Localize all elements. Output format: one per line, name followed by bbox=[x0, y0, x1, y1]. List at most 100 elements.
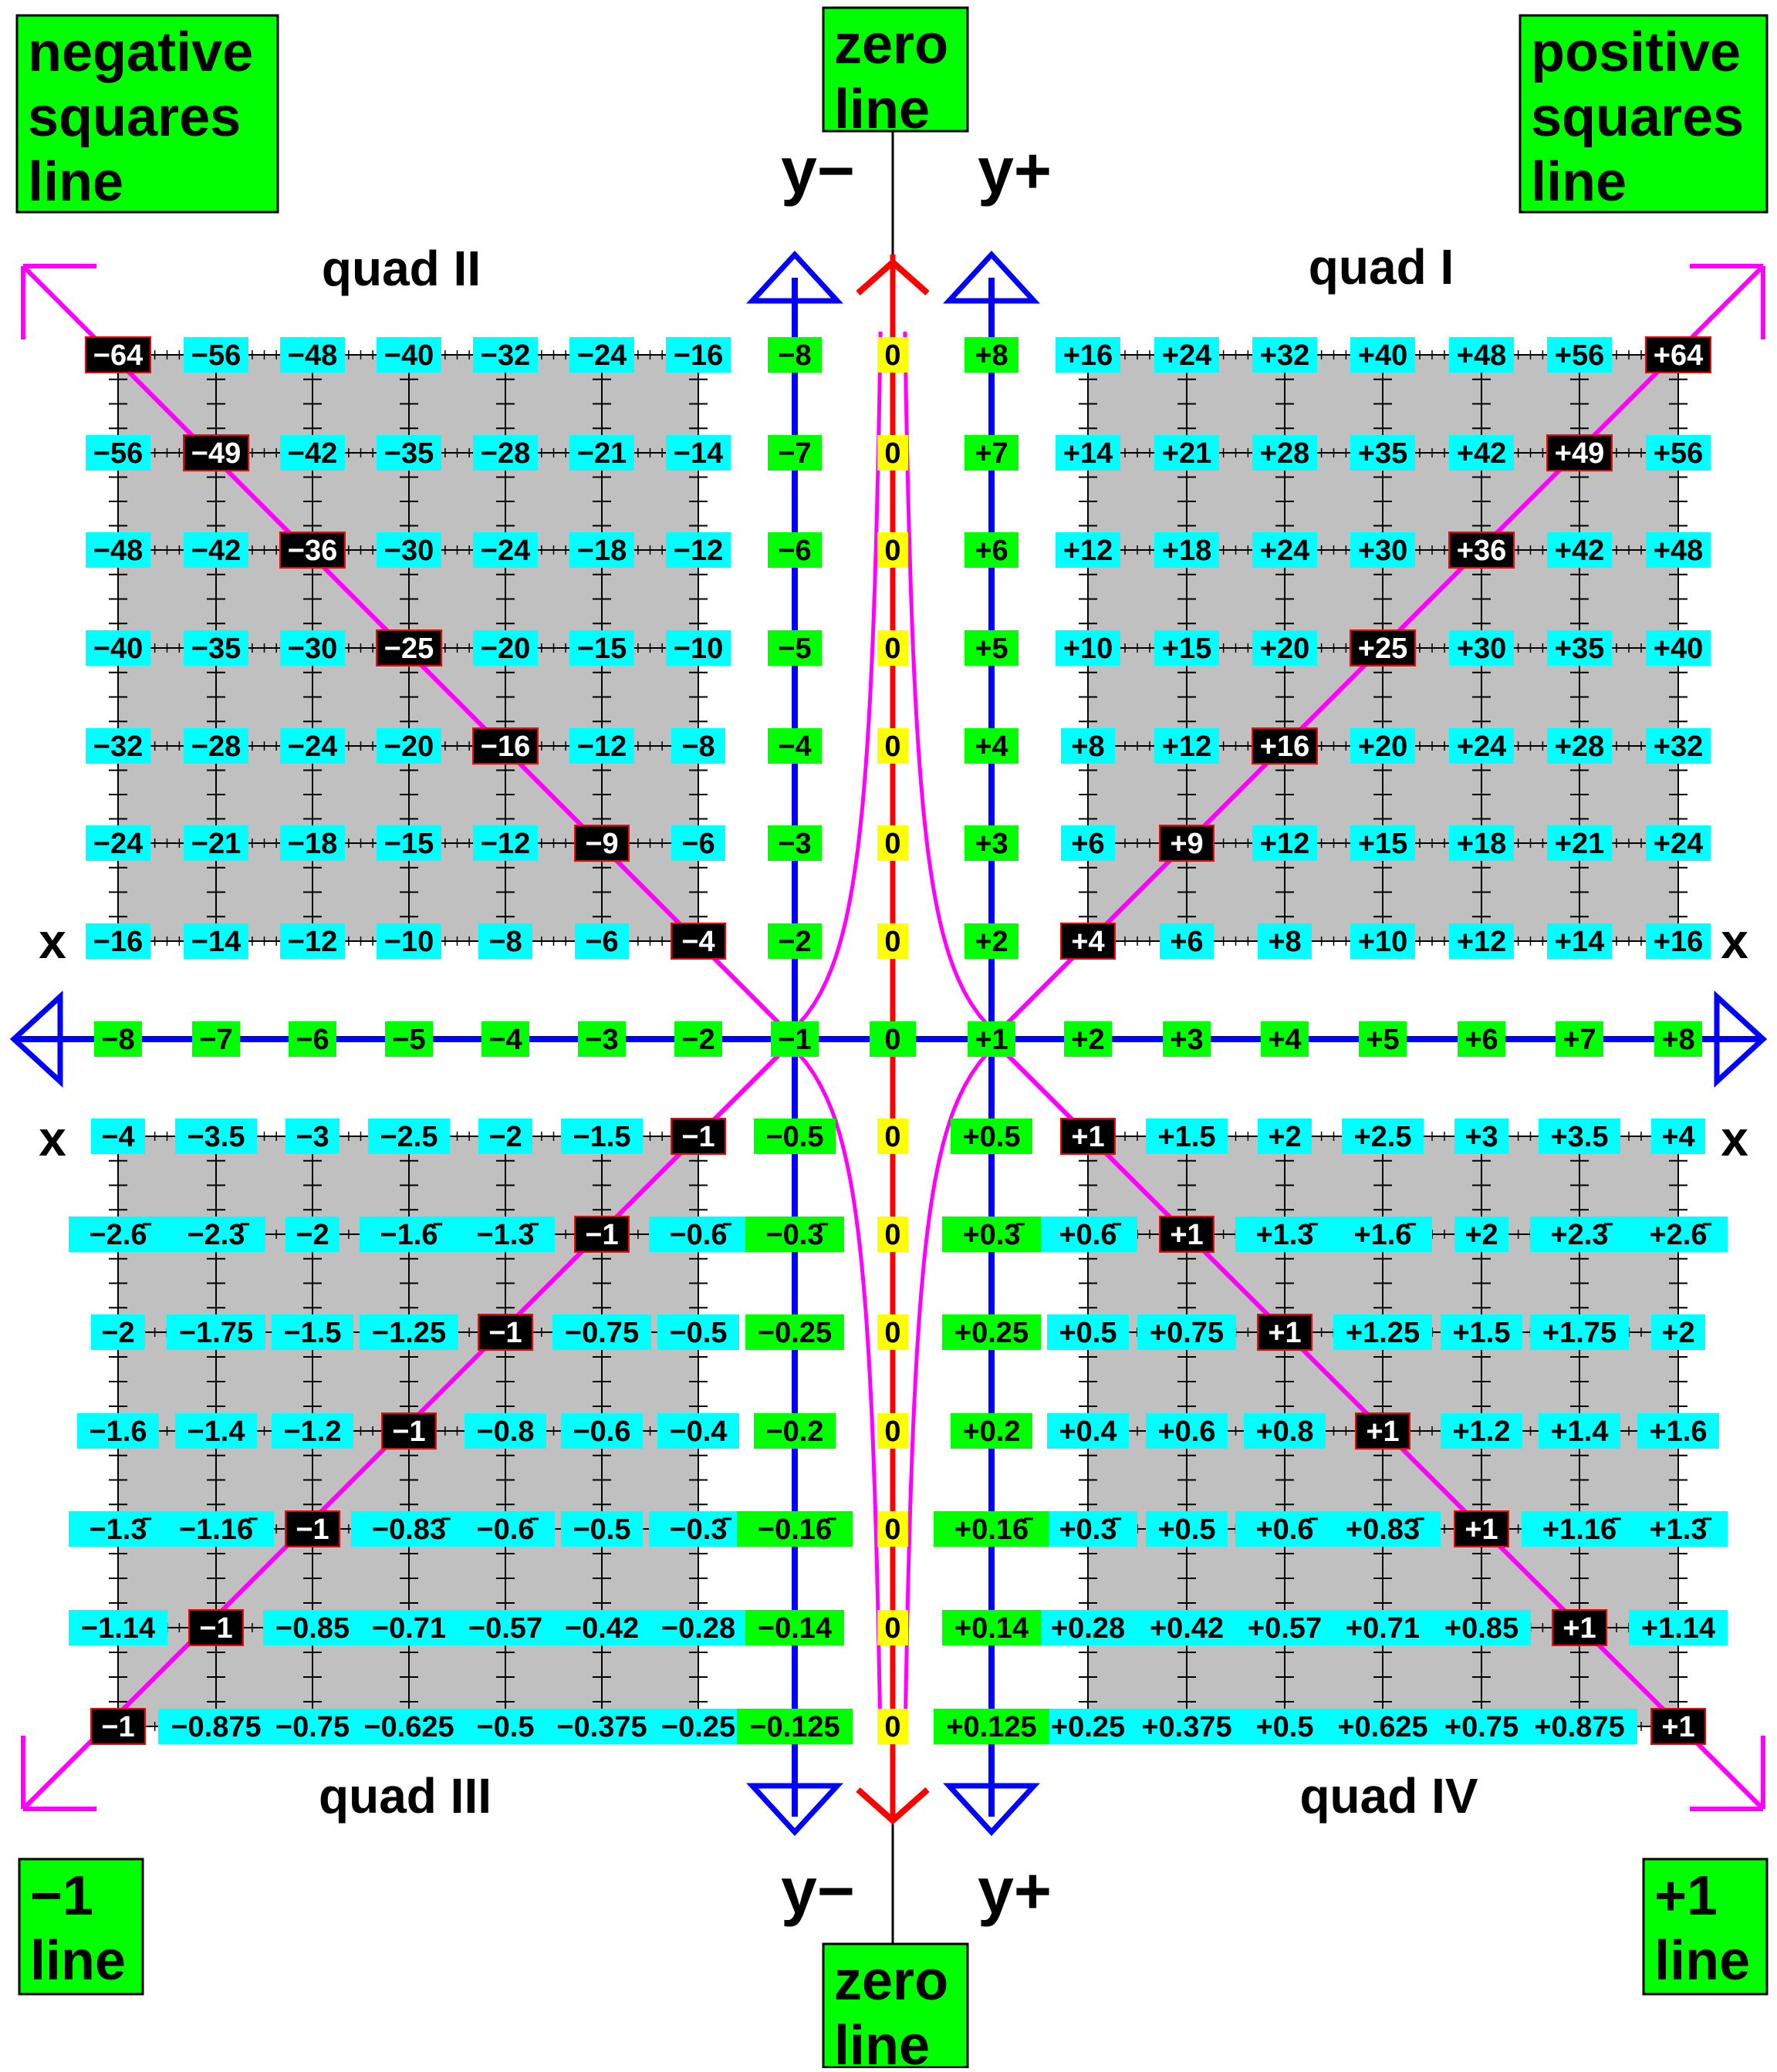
label-text: +14 bbox=[1063, 437, 1113, 470]
label-text: −24 bbox=[481, 535, 530, 567]
quad1-cell: +30 bbox=[1449, 630, 1514, 666]
label-text: −35 bbox=[384, 437, 434, 470]
quad2-cell: −6 bbox=[575, 923, 629, 959]
quad2-cell: −12 bbox=[473, 825, 538, 861]
label-text: +6 bbox=[1170, 926, 1203, 958]
label-text: −15 bbox=[577, 633, 627, 665]
x-axis-label: −8 bbox=[94, 1021, 142, 1057]
quad3-cell: −1.14 bbox=[69, 1610, 167, 1645]
label-text: +56 bbox=[1555, 339, 1604, 372]
quad3-cell: −0.875 bbox=[158, 1709, 274, 1744]
quad2-cell: −20 bbox=[377, 728, 441, 764]
quad3-cell: −0.71 bbox=[360, 1610, 458, 1645]
label-text: +15 bbox=[1358, 828, 1407, 860]
quad1-cell: +6 bbox=[1160, 923, 1214, 959]
box-text: line bbox=[1531, 151, 1627, 213]
quad3-cell: −1 bbox=[285, 1511, 340, 1547]
box-text: line bbox=[834, 79, 930, 140]
label-text: +1 bbox=[1465, 1514, 1498, 1546]
y-minus-label: −8 bbox=[768, 337, 822, 373]
quad2-cell: −21 bbox=[184, 825, 248, 861]
label-text: +35 bbox=[1555, 633, 1604, 665]
quad4-cell: +1.3̄ bbox=[1235, 1217, 1334, 1252]
label-text: −1.6 bbox=[89, 1416, 147, 1448]
label-text: +4 bbox=[975, 731, 1008, 763]
label-text: 0 bbox=[884, 1612, 900, 1645]
label-text: +12 bbox=[1162, 731, 1211, 763]
label-text: −12 bbox=[674, 535, 723, 567]
label-text: −1.3̄ bbox=[89, 1514, 151, 1546]
label-text: −30 bbox=[288, 633, 337, 665]
label-text: −25 bbox=[384, 633, 434, 665]
label-text: +30 bbox=[1358, 535, 1407, 567]
label-text: −1.3̄ bbox=[476, 1219, 539, 1251]
label-text: −1.4 bbox=[187, 1416, 245, 1448]
label-text: +1.75 bbox=[1542, 1317, 1617, 1349]
label-text: +4 bbox=[1661, 1121, 1694, 1153]
quad1-cell: +12 bbox=[1154, 728, 1219, 764]
label-text: −0.875 bbox=[171, 1711, 261, 1743]
y-plus-label-top: y+ bbox=[978, 134, 1052, 207]
zero-label: 0 bbox=[877, 1413, 908, 1449]
label-text: +30 bbox=[1457, 633, 1506, 665]
label-text: −9 bbox=[585, 828, 618, 860]
quad3-cell: −1.3̄ bbox=[456, 1217, 555, 1252]
label-text: +40 bbox=[1358, 339, 1407, 372]
label-text: −2 bbox=[101, 1317, 134, 1349]
label-text: −6 bbox=[681, 828, 715, 860]
label-text: −0.42 bbox=[565, 1612, 639, 1645]
label-text: +1 bbox=[1071, 1121, 1104, 1153]
y-plus-label: +0.3̄ bbox=[942, 1217, 1041, 1252]
label-text: −20 bbox=[384, 731, 434, 763]
quad2-cell: −16 bbox=[473, 728, 538, 764]
quad2-cell: −40 bbox=[86, 630, 150, 666]
quad4-cell: +0.8 bbox=[1244, 1413, 1326, 1449]
label-text: +42 bbox=[1555, 535, 1604, 567]
label-text: +12 bbox=[1457, 926, 1506, 958]
label-text: −1 bbox=[101, 1711, 134, 1743]
label-text: +1 bbox=[1268, 1317, 1301, 1349]
label-text: +24 bbox=[1260, 535, 1309, 567]
x-label: x bbox=[39, 913, 66, 969]
label-text: +0.25 bbox=[1051, 1711, 1125, 1743]
box-text: zero bbox=[834, 14, 948, 76]
label-text: +24 bbox=[1457, 731, 1506, 763]
zero-label: 0 bbox=[877, 728, 908, 764]
label-text: −18 bbox=[577, 535, 627, 567]
quad1-cell: +16 bbox=[1252, 728, 1317, 764]
label-text: −4 bbox=[778, 731, 811, 763]
label-text: −32 bbox=[93, 731, 143, 763]
quad4-cell: +1.6 bbox=[1637, 1413, 1719, 1449]
label-text: +0.6̄ bbox=[1255, 1514, 1318, 1546]
quad1-cell: +16 bbox=[1646, 923, 1711, 959]
quad3-cell: −2 bbox=[478, 1119, 532, 1154]
label-text: −8 bbox=[778, 339, 811, 372]
y-minus-label: −7 bbox=[768, 435, 822, 471]
label-text: −2 bbox=[296, 1219, 329, 1251]
quad2-cell: −56 bbox=[184, 337, 248, 373]
label-text: +3.5 bbox=[1550, 1121, 1608, 1153]
label-text: +40 bbox=[1654, 633, 1703, 665]
label-text: 0 bbox=[884, 1219, 900, 1251]
label-text: −1 bbox=[585, 1219, 618, 1251]
label-text: +18 bbox=[1457, 828, 1506, 860]
label-text: +7 bbox=[975, 437, 1008, 470]
quad3-cell: −2.3̄ bbox=[167, 1217, 265, 1252]
label-text: +1 bbox=[1562, 1612, 1596, 1645]
x-axis-label: 0 bbox=[870, 1021, 916, 1057]
label-text: −42 bbox=[191, 535, 241, 567]
quad3-cell: −0.25 bbox=[649, 1709, 748, 1744]
positive-squares-box: positivesquaresline bbox=[1520, 15, 1767, 213]
label-text: −0.5 bbox=[573, 1514, 630, 1546]
y-minus-label: −0.2 bbox=[754, 1413, 836, 1449]
label-text: −56 bbox=[93, 437, 143, 470]
label-text: −42 bbox=[288, 437, 337, 470]
quad4-cell: +4 bbox=[1651, 1119, 1705, 1154]
label-text: −1.75 bbox=[179, 1317, 253, 1349]
quad1-cell: +15 bbox=[1154, 630, 1219, 666]
label-text: −1.25 bbox=[372, 1317, 446, 1349]
label-text: −0.25 bbox=[661, 1711, 735, 1743]
x-axis-label: +3 bbox=[1163, 1021, 1211, 1057]
quad2-cell: −20 bbox=[473, 630, 538, 666]
quad4-cell: +1.3̄ bbox=[1629, 1511, 1728, 1547]
